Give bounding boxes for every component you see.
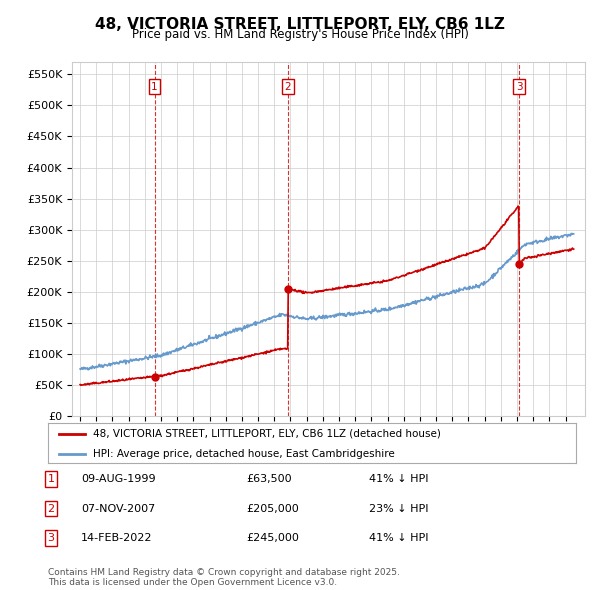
Text: 14-FEB-2022: 14-FEB-2022 (81, 533, 152, 543)
Text: 1: 1 (47, 474, 55, 484)
Text: 41% ↓ HPI: 41% ↓ HPI (369, 474, 428, 484)
Text: HPI: Average price, detached house, East Cambridgeshire: HPI: Average price, detached house, East… (93, 450, 395, 460)
Text: 48, VICTORIA STREET, LITTLEPORT, ELY, CB6 1LZ: 48, VICTORIA STREET, LITTLEPORT, ELY, CB… (95, 17, 505, 31)
Text: 41% ↓ HPI: 41% ↓ HPI (369, 533, 428, 543)
Text: £63,500: £63,500 (246, 474, 292, 484)
Text: 3: 3 (47, 533, 55, 543)
Text: 07-NOV-2007: 07-NOV-2007 (81, 504, 155, 513)
Text: £245,000: £245,000 (246, 533, 299, 543)
Text: 2: 2 (285, 82, 292, 92)
Text: Contains HM Land Registry data © Crown copyright and database right 2025.
This d: Contains HM Land Registry data © Crown c… (48, 568, 400, 587)
Text: Price paid vs. HM Land Registry's House Price Index (HPI): Price paid vs. HM Land Registry's House … (131, 28, 469, 41)
Text: £205,000: £205,000 (246, 504, 299, 513)
Text: 2: 2 (47, 504, 55, 513)
Text: 48, VICTORIA STREET, LITTLEPORT, ELY, CB6 1LZ (detached house): 48, VICTORIA STREET, LITTLEPORT, ELY, CB… (93, 429, 441, 439)
Text: 3: 3 (515, 82, 522, 92)
Text: 09-AUG-1999: 09-AUG-1999 (81, 474, 155, 484)
Text: 23% ↓ HPI: 23% ↓ HPI (369, 504, 428, 513)
Text: 1: 1 (151, 82, 158, 92)
